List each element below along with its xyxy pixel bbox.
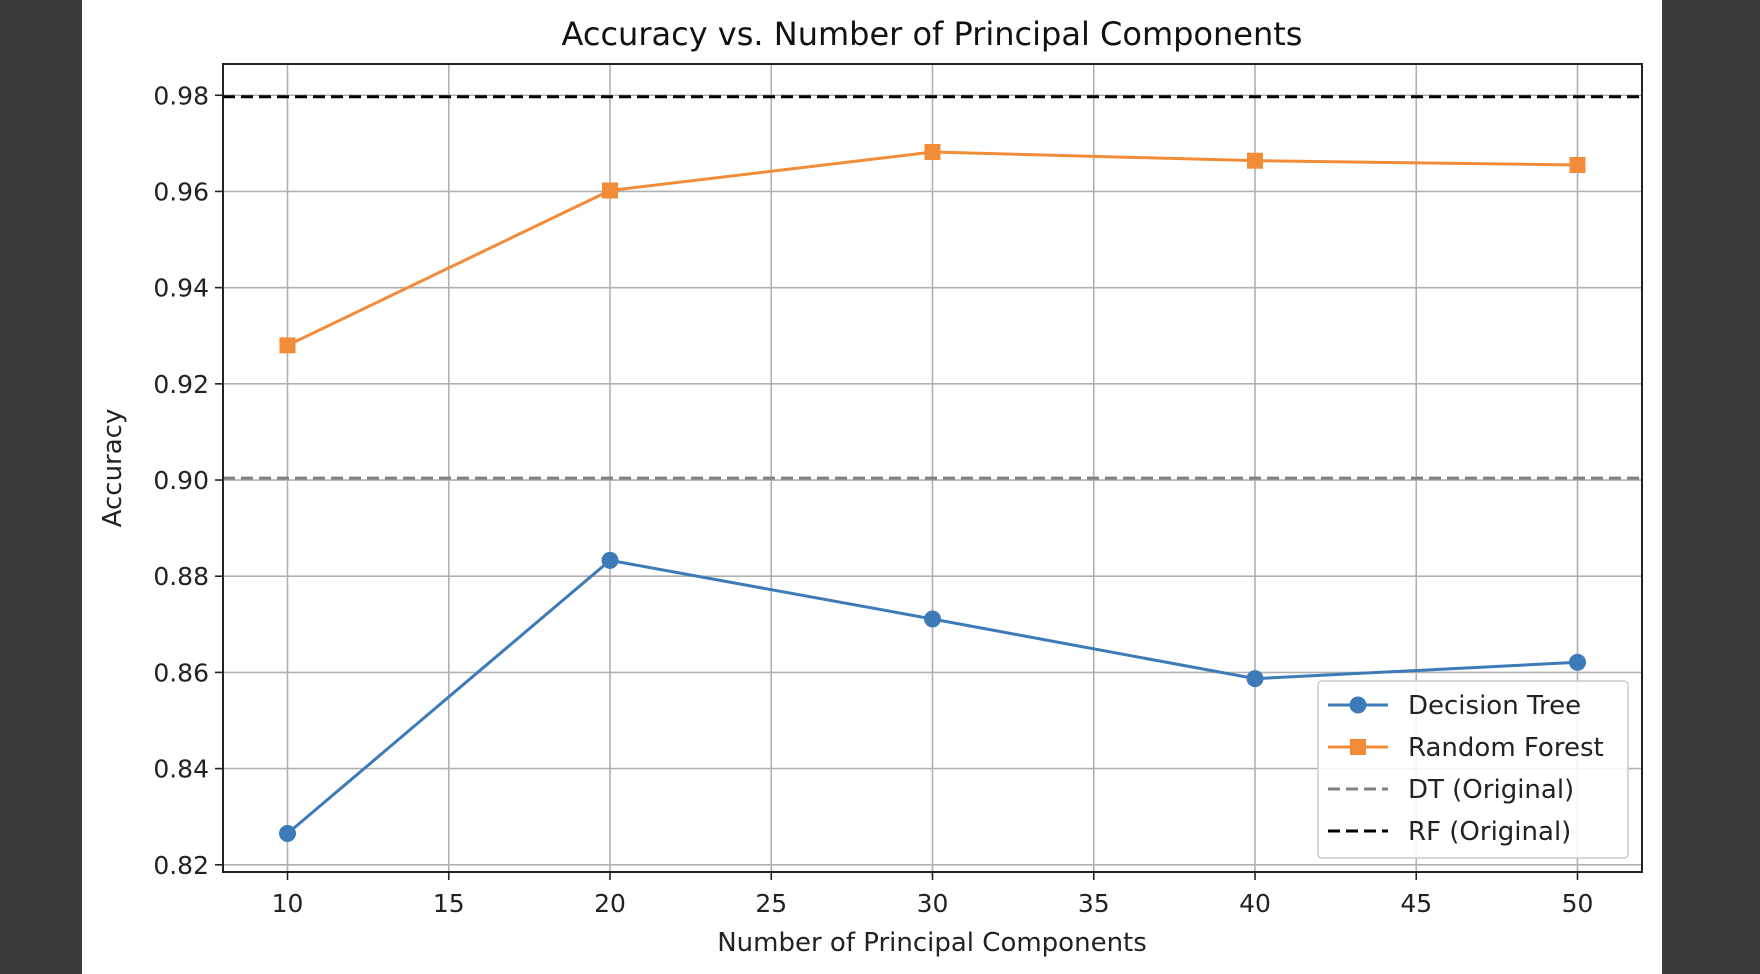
- legend-box: [1317, 680, 1629, 859]
- x-tick-label: 45: [1400, 889, 1432, 918]
- y-tick-label: 0.90: [153, 466, 209, 495]
- legend-label: RF (Original): [1408, 817, 1571, 847]
- data-point: [601, 551, 619, 569]
- y-tick-label: 0.96: [153, 177, 209, 206]
- legend-marker: [1349, 696, 1367, 714]
- legend-label: DT (Original): [1408, 775, 1574, 805]
- legend-entry: Decision Tree: [1328, 691, 1581, 721]
- data-point: [1247, 152, 1263, 169]
- chart-title: Accuracy vs. Number of Principal Compone…: [562, 15, 1303, 53]
- reference-lines: [223, 95, 1642, 480]
- legend-entry: RF (Original): [1328, 817, 1571, 847]
- x-tick-label: 35: [1078, 889, 1110, 918]
- legend-label: Random Forest: [1408, 733, 1604, 763]
- y-tick-label: 0.86: [153, 658, 209, 687]
- data-point: [279, 337, 296, 354]
- x-tick-label: 30: [917, 889, 949, 918]
- left-border: [0, 0, 82, 974]
- plot-frame: [222, 63, 1643, 873]
- data-point: [1569, 653, 1586, 671]
- y-tick-label: 0.94: [153, 274, 209, 303]
- data-point: [1569, 157, 1586, 173]
- x-tick-label: 20: [594, 889, 626, 918]
- x-tick-label: 50: [1562, 889, 1594, 918]
- series-lines: [279, 144, 1586, 843]
- x-axis-title: Number of Principal Components: [717, 928, 1147, 958]
- x-tick-label: 40: [1239, 889, 1271, 918]
- data-point: [924, 610, 941, 628]
- y-axis-title: Accuracy: [98, 409, 128, 528]
- y-tick-label: 0.98: [153, 81, 209, 110]
- legend: Decision Tree Random Forest DT (Original) R…: [1317, 680, 1629, 859]
- data-point: [1246, 670, 1264, 688]
- right-border: [1662, 0, 1760, 974]
- data-point: [279, 825, 296, 843]
- x-tick-label: 15: [433, 889, 465, 918]
- data-point: [924, 144, 941, 161]
- legend-entry: Random Forest: [1328, 733, 1604, 763]
- data-point: [602, 182, 618, 199]
- y-tick-label: 0.82: [153, 851, 209, 880]
- y-tick-label: 0.92: [153, 370, 209, 399]
- axis-ticks: 10 15 20 25 30 35 40 45 50 0.82 0.84 0.86 0.88 0.90 0.…: [153, 81, 1593, 918]
- x-tick-label: 10: [272, 889, 304, 918]
- y-tick-label: 0.84: [153, 755, 209, 784]
- y-tick-label: 0.88: [153, 562, 209, 591]
- legend-marker: [1350, 739, 1366, 755]
- x-tick-label: 25: [755, 889, 787, 918]
- legend-label: Decision Tree: [1408, 691, 1581, 721]
- legend-entry: DT (Original): [1328, 775, 1574, 805]
